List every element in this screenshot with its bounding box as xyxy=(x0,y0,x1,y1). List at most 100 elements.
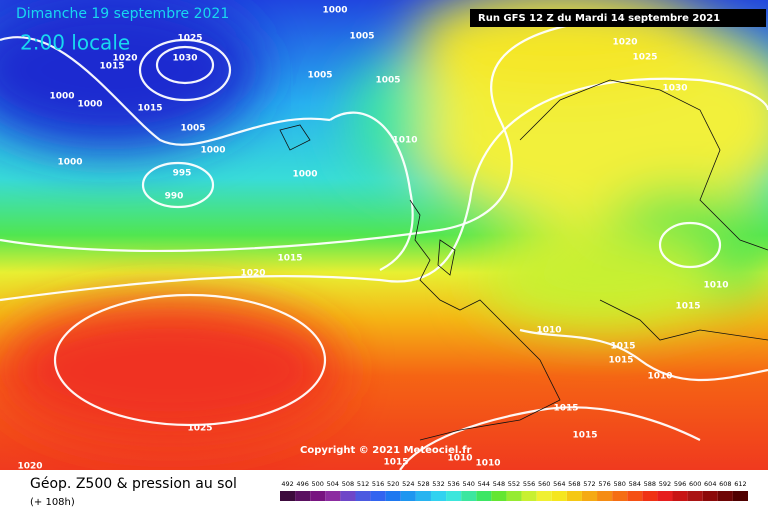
colorbar-label: 600 xyxy=(689,480,701,488)
colorbar-swatch xyxy=(355,491,371,501)
isobar-label: 1025 xyxy=(177,34,202,44)
colorbar-label: 560 xyxy=(538,480,550,488)
colorbar-swatch xyxy=(627,491,643,501)
colorbar-swatch xyxy=(430,491,447,501)
footer-title: Géop. Z500 & pression au sol xyxy=(30,476,237,492)
isobar-label: 1020 xyxy=(17,462,42,472)
isobar-label: 1015 xyxy=(277,254,302,264)
colorbar-swatch xyxy=(476,491,492,501)
isobar-label: 1000 xyxy=(200,146,225,156)
isobar-label: 995 xyxy=(173,169,192,179)
colorbar-swatch xyxy=(732,491,748,501)
colorbar-label: 604 xyxy=(704,480,716,488)
colorbar-swatch xyxy=(340,491,356,501)
colorbar-label: 572 xyxy=(583,480,595,488)
colorbar-swatch xyxy=(657,491,673,501)
isobar-label: 1030 xyxy=(172,54,197,64)
colorbar-label: 536 xyxy=(447,480,459,488)
colorbar-label: 524 xyxy=(402,480,414,488)
isobar-label: 1005 xyxy=(307,71,332,81)
colorbar-label: 508 xyxy=(342,480,354,488)
time-label: 2:00 locale xyxy=(20,31,130,55)
isobar-label: 1015 xyxy=(675,302,700,312)
colorbar: 492 496 500 504 508 512 516 520 524 528 532 536 540 5… xyxy=(280,480,748,501)
colorbar-swatch xyxy=(672,491,688,501)
colorbar-label: 612 xyxy=(734,480,746,488)
colorbar-swatch xyxy=(597,491,613,501)
isobar-label: 1015 xyxy=(610,342,635,352)
isobar-label: 1010 xyxy=(536,326,561,336)
colorbar-label: 516 xyxy=(372,480,384,488)
colorbar-swatch xyxy=(415,491,431,501)
isobar-label: 1000 xyxy=(77,100,102,110)
colorbar-swatch xyxy=(295,491,311,501)
isobar-label: 1000 xyxy=(57,158,82,168)
run-label: Run GFS 12 Z du Mardi 14 septembre 2021 xyxy=(478,13,720,24)
isobar-label: 1015 xyxy=(553,404,578,414)
isobar-label: 1005 xyxy=(180,124,205,134)
colorbar-label: 492 xyxy=(281,480,293,488)
isobar-label: 1015 xyxy=(383,458,408,468)
colorbar-label: 552 xyxy=(508,480,520,488)
colorbar-label: 588 xyxy=(644,480,656,488)
copyright: Copyright © 2021 Meteociel.fr xyxy=(300,445,471,456)
colorbar-label: 564 xyxy=(553,480,565,488)
isobar-label: 990 xyxy=(165,192,184,202)
isobar-label: 1000 xyxy=(49,92,74,102)
isobar-label: 1015 xyxy=(137,104,162,114)
isobar-label: 1005 xyxy=(349,32,374,42)
colorbar-label: 556 xyxy=(523,480,535,488)
colorbar-label: 520 xyxy=(387,480,399,488)
isobar-label: 1000 xyxy=(322,6,347,16)
colorbar-swatch xyxy=(506,491,522,501)
colorbar-label: 580 xyxy=(613,480,625,488)
colorbar-label: 576 xyxy=(598,480,610,488)
colorbar-swatch xyxy=(280,491,296,501)
colorbar-label: 596 xyxy=(674,480,686,488)
colorbar-swatch xyxy=(325,491,341,501)
colorbar-label: 592 xyxy=(659,480,671,488)
colorbar-swatch xyxy=(536,491,552,501)
isobar-label: 1025 xyxy=(187,424,212,434)
colorbar-swatch xyxy=(612,491,628,501)
colorbar-label: 496 xyxy=(296,480,308,488)
isobar-label: 1010 xyxy=(647,372,672,382)
isobar-label: 1010 xyxy=(392,136,417,146)
isobar-label: 1000 xyxy=(292,170,317,180)
isobar-label: 1030 xyxy=(662,84,687,94)
colorbar-swatch xyxy=(461,491,477,501)
isobar-label: 1005 xyxy=(375,76,400,86)
colorbar-label: 500 xyxy=(312,480,324,488)
date-label: Dimanche 19 septembre 2021 xyxy=(16,6,229,22)
isobar-label: 1020 xyxy=(240,269,265,279)
colorbar-label: 584 xyxy=(629,480,641,488)
colorbar-swatch xyxy=(370,491,386,501)
colorbar-label: 532 xyxy=(432,480,444,488)
colorbar-label: 528 xyxy=(417,480,429,488)
isobar-label: 1010 xyxy=(447,454,472,464)
colorbar-label: 540 xyxy=(462,480,474,488)
colorbar-swatch xyxy=(717,491,733,501)
colorbar-swatch xyxy=(687,491,703,501)
colorbar-label: 504 xyxy=(327,480,339,488)
isobar-label: 1010 xyxy=(703,281,728,291)
colorbar-swatch xyxy=(310,491,326,501)
colorbar-label: 608 xyxy=(719,480,731,488)
isobar-label: 1020 xyxy=(612,38,637,48)
colorbar-swatch xyxy=(551,491,567,501)
colorbar-swatch xyxy=(702,491,718,501)
isobar-label: 1015 xyxy=(572,431,597,441)
footer-lead: (+ 108h) xyxy=(30,497,75,508)
colorbar-swatch xyxy=(400,491,416,501)
colorbar-swatch xyxy=(491,491,507,501)
isobar-label: 1015 xyxy=(99,62,124,72)
colorbar-swatch xyxy=(385,491,401,501)
isobar-label: 1010 xyxy=(475,459,500,469)
colorbar-swatch xyxy=(642,491,658,501)
colorbar-label: 568 xyxy=(568,480,580,488)
isobar-label: 1020 xyxy=(112,54,137,64)
colorbar-label: 544 xyxy=(478,480,490,488)
isobar-label: 1015 xyxy=(608,356,633,366)
